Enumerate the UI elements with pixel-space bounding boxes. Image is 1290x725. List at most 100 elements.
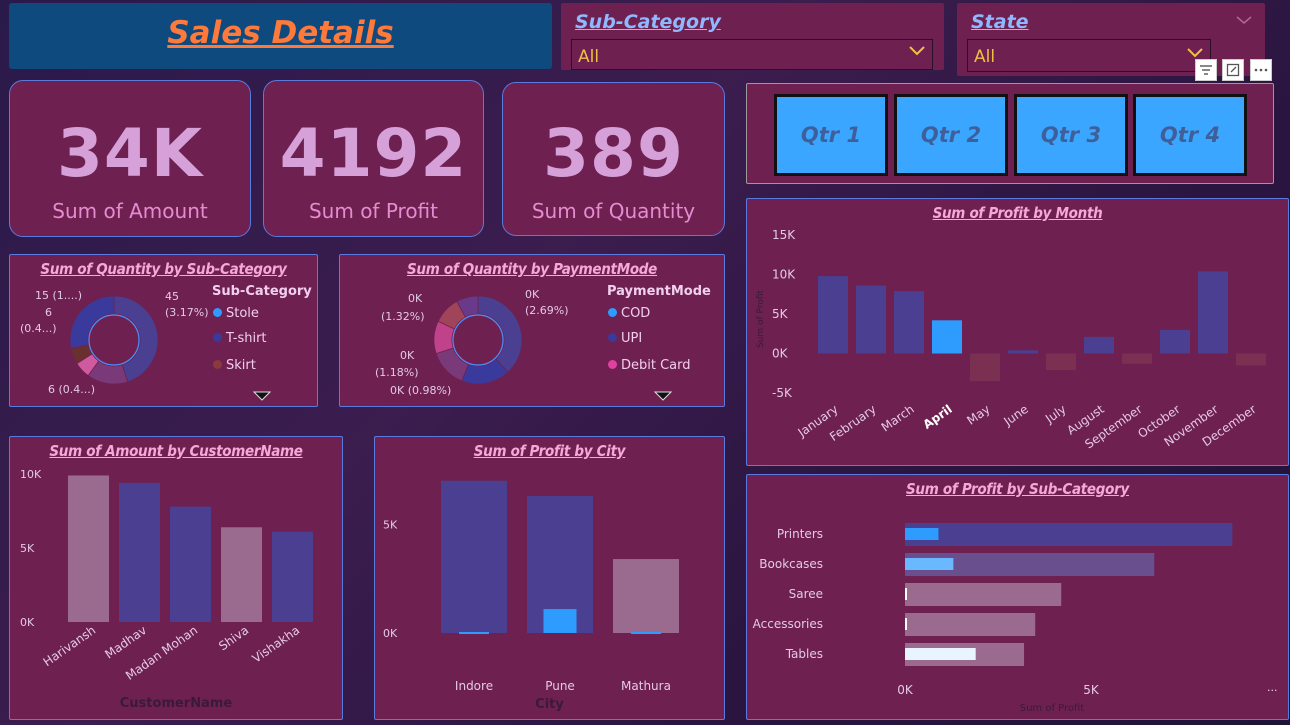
bar — [170, 506, 211, 622]
quarter-button-2[interactable]: Qtr 2 — [894, 94, 1008, 176]
y-tick-label: 5K — [383, 518, 398, 531]
legend-title: PaymentMode — [607, 284, 711, 299]
kpi-amount-label: Sum of Amount — [52, 199, 208, 223]
legend-item[interactable]: Stole — [213, 306, 259, 321]
y-tick-label: Printers — [777, 527, 823, 541]
legend-item[interactable]: COD — [608, 306, 650, 321]
title-banner: Sales Details — [9, 3, 552, 69]
legend-title: Sub-Category — [212, 284, 312, 299]
highlight-bar — [905, 648, 976, 660]
chart-title: Sum of Quantity by Sub-Category — [40, 260, 287, 278]
x-tick-label: April — [920, 402, 954, 432]
bar — [1084, 336, 1114, 354]
focus-mode-icon[interactable] — [1222, 59, 1244, 81]
collapse-chevron-icon[interactable] — [1235, 11, 1253, 30]
qty-by-subcat-card: Sum of Quantity by Sub-Category 45 (3.17… — [9, 254, 318, 407]
bar — [1236, 353, 1266, 366]
chart-title: Sum of Profit by Month — [932, 204, 1103, 222]
chevron-down-icon[interactable] — [908, 42, 926, 62]
data-label: (1.32%) — [381, 310, 425, 323]
x-tick-label: Indore — [455, 679, 493, 693]
bar — [1008, 350, 1038, 354]
legend-item[interactable]: Skirt — [213, 358, 256, 373]
profit-by-subcat-chart: Printers Bookcases Saree Accessories Tables 0… — [753, 523, 1233, 714]
x-tick-label: 0K — [897, 683, 914, 697]
subcategory-dropdown[interactable]: All — [571, 39, 933, 70]
data-label: 0K — [525, 288, 540, 301]
donut-inner-ring — [452, 314, 504, 366]
more-options-icon[interactable] — [1250, 59, 1272, 81]
legend-scroll-down-icon[interactable] — [252, 386, 272, 405]
x-tick-label: Mathura — [621, 679, 671, 693]
y-tick-label: 10K — [20, 468, 42, 481]
pie-slice — [456, 295, 479, 318]
x-tick-label: Shiva — [216, 623, 251, 653]
highlight-bar — [459, 632, 489, 634]
bar — [1122, 353, 1152, 364]
chart-title: Sum of Quantity by PaymentMode — [406, 260, 658, 278]
bar — [818, 276, 848, 354]
subcategory-slicer[interactable]: Sub-Category All — [561, 3, 944, 70]
data-label: 45 — [165, 290, 179, 303]
y-tick-label: 10K — [772, 268, 796, 282]
kpi-quantity-label: Sum of Quantity — [531, 199, 696, 223]
bar — [441, 480, 507, 633]
kpi-card-profit: 4192 Sum of Profit — [263, 80, 484, 237]
qty-payment-donut — [433, 295, 523, 385]
pie-slice — [435, 347, 469, 382]
legend-scroll-down-icon[interactable] — [653, 386, 673, 405]
page-title: Sales Details — [167, 15, 394, 51]
bar — [1198, 271, 1228, 354]
x-tick-label: 5K — [1083, 683, 1100, 697]
pie-slice — [69, 295, 115, 349]
chevron-down-icon[interactable] — [1186, 44, 1204, 64]
x-axis-title: Sum of Profit — [1020, 703, 1085, 714]
kpi-profit-label: Sum of Profit — [308, 199, 438, 223]
x-tick-label: Vishakha — [250, 623, 303, 666]
state-dropdown[interactable]: All — [967, 39, 1211, 72]
data-label: 6 — [45, 306, 52, 319]
highlight-bar — [905, 588, 907, 600]
pie-slice — [113, 295, 159, 383]
filter-icon[interactable] — [1195, 59, 1217, 81]
x-tick-label: Madhav — [102, 623, 149, 662]
bar — [119, 482, 160, 622]
quarter-button-3[interactable]: Qtr 3 — [1014, 94, 1128, 176]
legend-item[interactable]: UPI — [608, 331, 642, 346]
legend-item[interactable]: T-shirt — [213, 331, 267, 346]
profit-by-city-card: Sum of Profit by City 5K 0K Indore Pune Math… — [374, 436, 725, 720]
bar — [905, 523, 1233, 546]
x-tick-label: Harivansh — [41, 623, 99, 669]
kpi-card-amount: 34K Sum of Amount — [9, 80, 251, 237]
bar — [221, 527, 262, 622]
y-tick-label: Accessories — [753, 617, 823, 631]
state-slicer[interactable]: State All — [957, 3, 1265, 76]
amount-by-customer-card: Sum of Amount by CustomerName 10K 5K 0K Har… — [9, 436, 343, 720]
state-slicer-title: State — [971, 11, 1029, 33]
quarter-button-4[interactable]: Qtr 4 — [1133, 94, 1247, 176]
chart-title: Sum of Profit by Sub-Category — [906, 480, 1129, 498]
kpi-card-quantity: 389 Sum of Quantity — [502, 82, 725, 236]
bar — [1046, 353, 1076, 371]
data-label: (2.69%) — [525, 304, 569, 317]
quarter-slicer[interactable]: Qtr 1 Qtr 2 Qtr 3 Qtr 4 — [746, 83, 1274, 184]
chart-title: Sum of Profit by City — [473, 442, 626, 460]
quarter-button-1[interactable]: Qtr 1 — [774, 94, 888, 176]
y-axis-title: Sum of Profit — [756, 290, 766, 349]
legend-item[interactable]: Debit Card — [608, 358, 691, 373]
state-value: All — [974, 47, 996, 67]
bar — [905, 613, 1036, 636]
y-tick-label: 5K — [772, 307, 789, 321]
bar — [1160, 329, 1190, 354]
data-label: 0K — [400, 349, 415, 362]
data-label: (0.4...) — [20, 322, 57, 335]
profit-by-subcat-card: Sum of Profit by Sub-Category Printers Bo… — [746, 474, 1289, 720]
bar — [894, 291, 924, 354]
bar — [932, 320, 962, 354]
profit-by-city-chart: 5K 0K Indore Pune Mathura — [383, 480, 679, 693]
x-tick-label: March — [879, 402, 917, 434]
pie-slice — [477, 295, 523, 373]
more-options-icon[interactable]: ... — [1267, 681, 1278, 694]
